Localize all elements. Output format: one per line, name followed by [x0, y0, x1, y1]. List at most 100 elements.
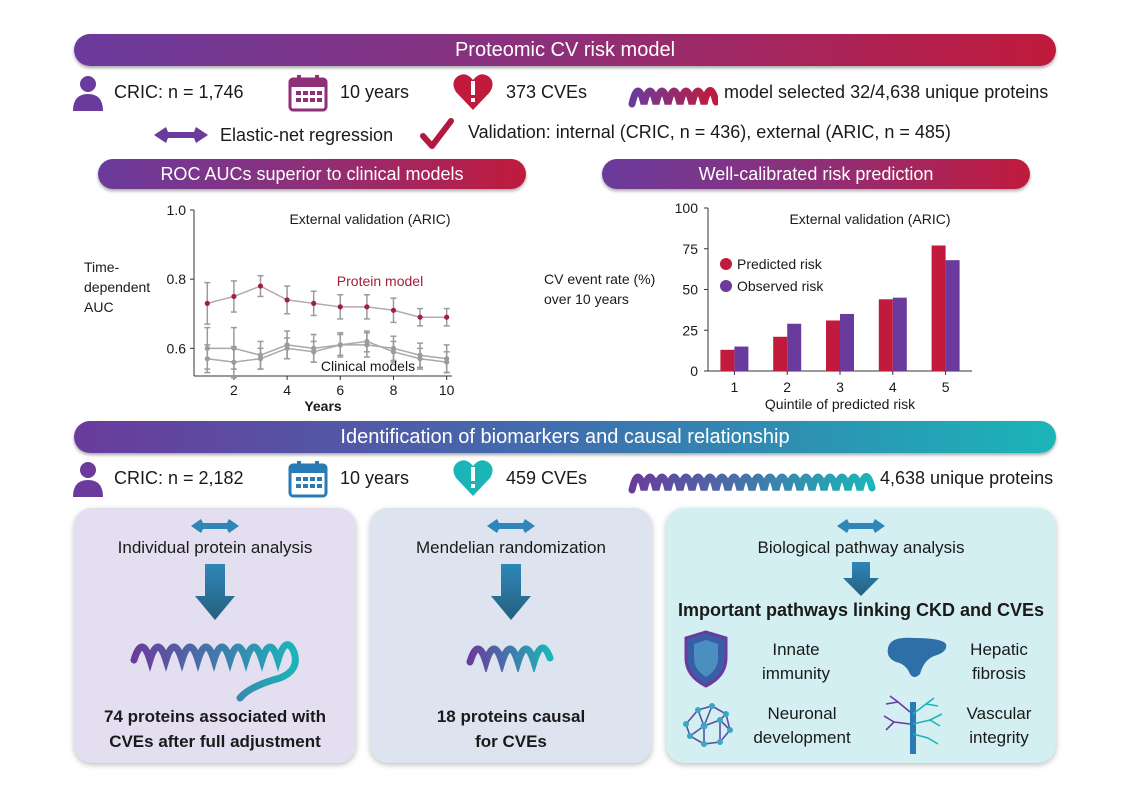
y-tick-label: 1.0 [167, 202, 187, 218]
bar [720, 349, 735, 371]
model-banner: Proteomic CV risk model [74, 34, 1056, 66]
x-tick-label: 10 [439, 382, 455, 398]
unique-proteins: 4,638 unique proteins [880, 468, 1054, 488]
panel-result: 74 proteins associated with CVEs after f… [74, 704, 356, 754]
result-line-2: CVEs after full adjustment [109, 732, 321, 751]
data-point [257, 356, 264, 362]
bar [945, 260, 960, 371]
result-line-1: 18 proteins causal [436, 707, 586, 726]
pathway-neuronal-development: Neuronal development [742, 702, 862, 750]
down-arrow-icon [195, 564, 235, 620]
y-axis-title-line: over 10 years [544, 291, 629, 307]
calendar-icon [288, 461, 328, 498]
bar [826, 320, 840, 371]
data-point [204, 300, 210, 306]
followup-years: 10 years [340, 82, 410, 102]
data-point [364, 304, 370, 310]
data-point [311, 349, 317, 355]
pathways-subtitle: Important pathways linking CKD and CVEs [677, 600, 1045, 620]
y-tick-label: 75 [682, 241, 698, 257]
result-line-1: 74 proteins associated with [103, 707, 326, 726]
pathway-line-2: fibrosis [972, 664, 1026, 683]
roc-banner: ROC AUCs superior to clinical models [98, 159, 526, 189]
roc-auc-chart: 1.0 0.8 0.6 2 4 6 8 10 Years Time-dependent AUC Ext… [84, 202, 455, 414]
pathway-line-1: Innate [772, 640, 820, 659]
y-tick-label: 0.8 [167, 271, 187, 287]
y-tick-label: 0.6 [167, 340, 187, 356]
y-tick-label: 25 [682, 322, 698, 338]
data-point [390, 349, 397, 355]
protein-model-label: Protein model [337, 273, 423, 289]
bar [878, 299, 893, 371]
pathway-vascular-integrity: Vascular integrity [944, 702, 1054, 750]
y-axis-title-line: Time- [84, 259, 120, 275]
series-line [207, 340, 447, 363]
shield-icon [684, 630, 728, 688]
cve-count: 373 CVEs [506, 82, 588, 102]
pathway-analysis-panel: Biological pathway analysis Important pa… [666, 508, 1056, 763]
neuron-network-icon [683, 703, 733, 747]
bar [892, 297, 907, 371]
panel-title: Individual protein analysis [117, 538, 313, 557]
selected-proteins: model selected 32/4,638 unique proteins [724, 82, 1049, 102]
protein-helix-icon [628, 473, 876, 494]
wrench-icon [487, 519, 535, 533]
biomarker-banner-title: Identification of biomarkers and causal … [340, 425, 790, 448]
bar [840, 313, 854, 371]
y-tick-label: 100 [675, 200, 699, 216]
wrench-icon [191, 519, 239, 533]
down-arrow-icon [843, 562, 879, 596]
data-point [284, 345, 290, 351]
pathway-innate-immunity: Innate immunity [736, 638, 856, 686]
clinical-models-label: Clinical models [321, 358, 415, 374]
data-point [364, 338, 370, 345]
x-tick-label: 3 [836, 379, 844, 395]
result-line-2: for CVEs [475, 732, 547, 751]
legend-marker [720, 258, 732, 270]
followup-years-2: 10 years [340, 468, 410, 488]
calendar-icon [288, 75, 328, 112]
data-point [337, 342, 343, 348]
x-tick-label: 4 [283, 382, 291, 398]
wrench-icon [154, 127, 208, 143]
regression-method: Elastic-net regression [220, 125, 394, 145]
series-line [207, 285, 447, 318]
x-tick-label: 2 [230, 382, 238, 398]
bar [773, 336, 788, 371]
data-point [311, 300, 317, 306]
x-tick-label: 8 [390, 382, 398, 398]
person-icon [73, 462, 103, 497]
data-point [417, 356, 423, 362]
biomarker-banner: Identification of biomarkers and causal … [74, 421, 1056, 453]
data-point [417, 314, 423, 320]
x-tick-label: 5 [942, 379, 950, 395]
legend-marker [720, 280, 732, 292]
pathway-line-1: Hepatic [970, 640, 1028, 659]
pathway-line-2: integrity [969, 728, 1029, 747]
legend-label: Predicted risk [737, 256, 823, 272]
y-axis-title-line: AUC [84, 299, 114, 315]
pathway-line-2: development [753, 728, 851, 747]
y-tick-label: 50 [682, 282, 698, 298]
pathway-hepatic-fibrosis: Hepatic fibrosis [944, 638, 1054, 686]
cohort-size: CRIC: n = 1,746 [114, 82, 244, 102]
protein-helix-icon [130, 641, 299, 702]
down-arrow-icon [491, 564, 531, 620]
panel-result: 18 proteins causal for CVEs [370, 704, 652, 754]
x-axis-title: Years [304, 398, 342, 414]
heart-alert-icon [453, 74, 493, 110]
protein-helix-icon [466, 644, 554, 672]
data-point [444, 359, 450, 365]
cohort-size-2: CRIC: n = 2,182 [114, 468, 244, 488]
model-banner-title: Proteomic CV risk model [454, 38, 676, 61]
chart-title: External validation (ARIC) [789, 211, 950, 227]
calibration-banner-title: Well-calibrated risk prediction [698, 163, 934, 184]
panel-title: Mendelian randomization [416, 538, 606, 557]
chart-title: External validation (ARIC) [289, 211, 450, 227]
data-point [337, 304, 343, 310]
panel-title: Biological pathway analysis [757, 538, 965, 557]
protein-helix-icon [628, 87, 718, 108]
x-tick-label: 1 [731, 379, 739, 395]
calibration-banner: Well-calibrated risk prediction [602, 159, 1030, 189]
liver-icon [887, 637, 947, 677]
